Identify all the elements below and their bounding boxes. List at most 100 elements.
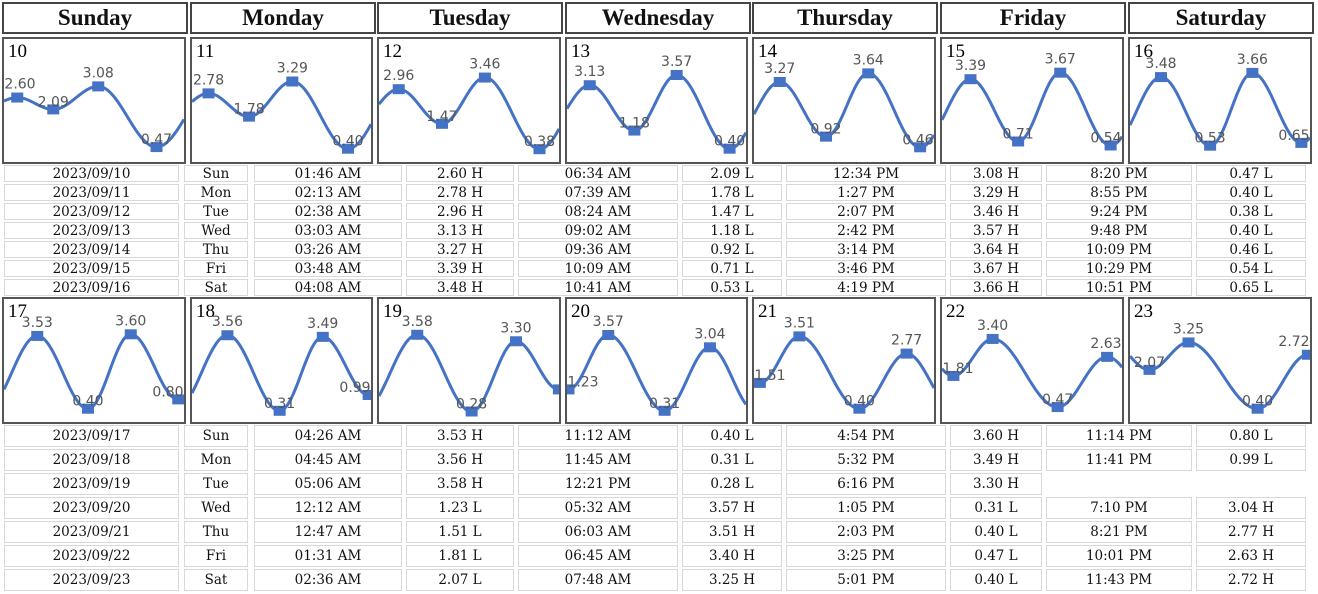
tide-point-marker [1301, 349, 1310, 360]
tide-height-label: 0.47 [1042, 392, 1073, 408]
table-cell: 2.77 H [1196, 521, 1306, 543]
table-cell: 2023/09/15 [4, 260, 179, 277]
table-cell: 11:41 PM [1046, 449, 1192, 471]
tide-height-label: 3.56 [212, 314, 243, 330]
tide-height-label: 2.77 [891, 333, 922, 349]
day-number: 15 [946, 41, 965, 62]
tide-point-marker [286, 76, 299, 87]
table-cell: 07:39 AM [518, 184, 678, 201]
table-cell: 1.81 L [406, 545, 514, 567]
table-cell: Tue [184, 473, 248, 495]
weekday-header-tuesday: Tuesday [377, 2, 563, 34]
tide-point-marker [754, 377, 766, 388]
table-cell: 3.53 H [406, 425, 514, 447]
tide-height-label: 3.13 [574, 64, 605, 80]
table-cell: 0.99 L [1196, 449, 1306, 471]
table-cell: 12:47 AM [254, 521, 402, 543]
tide-point-marker [221, 330, 234, 341]
tide-point-marker [1104, 140, 1117, 151]
tide-curve-chart: 3.58 0.28 3.30 [379, 314, 559, 417]
table-cell: 02:36 AM [254, 569, 402, 591]
table-cell: Tue [184, 203, 248, 220]
table-cell: 1.23 L [406, 497, 514, 519]
table-cell: 2:42 PM [786, 222, 946, 239]
tide-height-label: 2.72 [1278, 334, 1309, 350]
tide-height-label: 0.80 [152, 384, 183, 400]
tide-height-label: 3.40 [977, 318, 1008, 334]
table-cell: 03:03 AM [254, 222, 402, 239]
table-cell: 2023/09/20 [4, 497, 179, 519]
tide-point-marker [362, 389, 371, 400]
table-cell: 2:03 PM [786, 521, 946, 543]
tide-height-label: 0.28 [456, 396, 487, 412]
tide-point-marker [478, 72, 491, 83]
day-number: 11 [196, 41, 215, 62]
table-cell: 4:19 PM [786, 279, 946, 296]
table-cell: 01:31 AM [254, 545, 402, 567]
tide-height-label: 3.66 [1237, 52, 1268, 68]
tide-height-label: 0.31 [649, 396, 680, 412]
table-cell: 7:10 PM [1046, 497, 1192, 519]
table-cell: 3.25 H [682, 569, 782, 591]
tide-point-marker [1054, 67, 1067, 78]
tide-height-label: 2.07 [1134, 355, 1165, 371]
tide-point-marker [124, 329, 137, 340]
tide-height-label: 3.49 [307, 316, 338, 332]
tide-curve-chart: 1.23 3.57 0.31 3.04 [567, 314, 746, 416]
table-cell: 0.40 L [682, 425, 782, 447]
table-row: 2023/09/18 Mon 04:45 AM 3.56 H 11:45 AM 0.31 … [0, 448, 1306, 472]
tide-height-label: 3.60 [115, 313, 146, 329]
table-cell: Mon [184, 184, 248, 201]
table-cell: 3.13 H [406, 222, 514, 239]
table-cell: 3.30 H [950, 473, 1042, 495]
table-row: 2023/09/15 Fri 03:48 AM 3.39 H 10:09 AM 0.71 … [0, 259, 1306, 278]
table-row: 2023/09/17 Sun 04:26 AM 3.53 H 11:12 AM 0.40 … [0, 424, 1306, 448]
tide-height-label: 3.57 [661, 54, 692, 70]
tide-height-label: 0.92 [810, 122, 841, 138]
table-cell: 0.40 L [950, 569, 1042, 591]
tide-curve-chart: 2.07 3.25 0.40 2.72 [1130, 321, 1310, 414]
day-number: 14 [758, 41, 777, 62]
tide-point-marker [773, 76, 786, 87]
table-cell: 0.47 L [1196, 165, 1306, 182]
table-cell: 02:13 AM [254, 184, 402, 201]
table-cell: 11:45 AM [518, 449, 678, 471]
tide-height-label: 1.78 [233, 102, 264, 118]
tide-curve-chart: 3.56 0.31 3.49 0.99 [192, 314, 371, 416]
day-number: 12 [383, 41, 402, 62]
tide-curve-chart: 2.602.09 3.08 0.47 [4, 65, 184, 153]
tide-point-marker [510, 336, 522, 347]
day-number: 16 [1134, 41, 1153, 62]
tide-curve-chart: 3.48 0.53 3.66 0.65 [1130, 52, 1310, 151]
day-cell-11: 11 2.78 1.78 3.29 0.40 [190, 37, 373, 164]
tide-curve-chart: 3.53 0.40 3.60 0.80 [4, 313, 184, 414]
day-cell-14: 14 3.27 0.92 3.64 0.46 [752, 37, 936, 164]
table-cell: 06:34 AM [518, 165, 678, 182]
table-cell: 0.47 L [950, 545, 1042, 567]
tide-point-marker [723, 143, 736, 154]
tide-height-label: 1.47 [426, 109, 457, 125]
tide-point-marker [92, 81, 105, 92]
table-cell: 2023/09/16 [4, 279, 179, 296]
table-cell: 2.96 H [406, 203, 514, 220]
table-cell: 3.56 H [406, 449, 514, 471]
tide-point-marker [628, 125, 641, 136]
tide-height-label: 1.23 [567, 374, 598, 390]
table-cell: 2023/09/14 [4, 241, 179, 258]
table-cell: 3.04 H [1196, 497, 1306, 519]
tide-point-marker [567, 384, 575, 395]
day-cell-17: 17 3.53 0.40 3.60 0.80 [2, 297, 186, 424]
table-cell: 0.53 L [682, 279, 782, 296]
tide-line [1130, 340, 1310, 411]
tide-point-marker [1143, 364, 1156, 375]
table-cell: 07:48 AM [518, 569, 678, 591]
tide-curve-chart: 3.39 0.71 3.67 0.54 [942, 52, 1122, 151]
tide-height-label: 3.30 [500, 320, 531, 336]
table-cell: 3.48 H [406, 279, 514, 296]
table-row: 2023/09/21 Thu 12:47 AM 1.51 L 06:03 AM 3.51 … [0, 520, 1306, 544]
table-cell: Sun [184, 425, 248, 447]
tide-height-label: 0.40 [1242, 394, 1273, 410]
table-cell: 2.63 H [1196, 545, 1306, 567]
tide-point-marker [583, 80, 596, 91]
tide-curve-chart: 1.81 3.40 0.47 2.63 [942, 318, 1122, 413]
